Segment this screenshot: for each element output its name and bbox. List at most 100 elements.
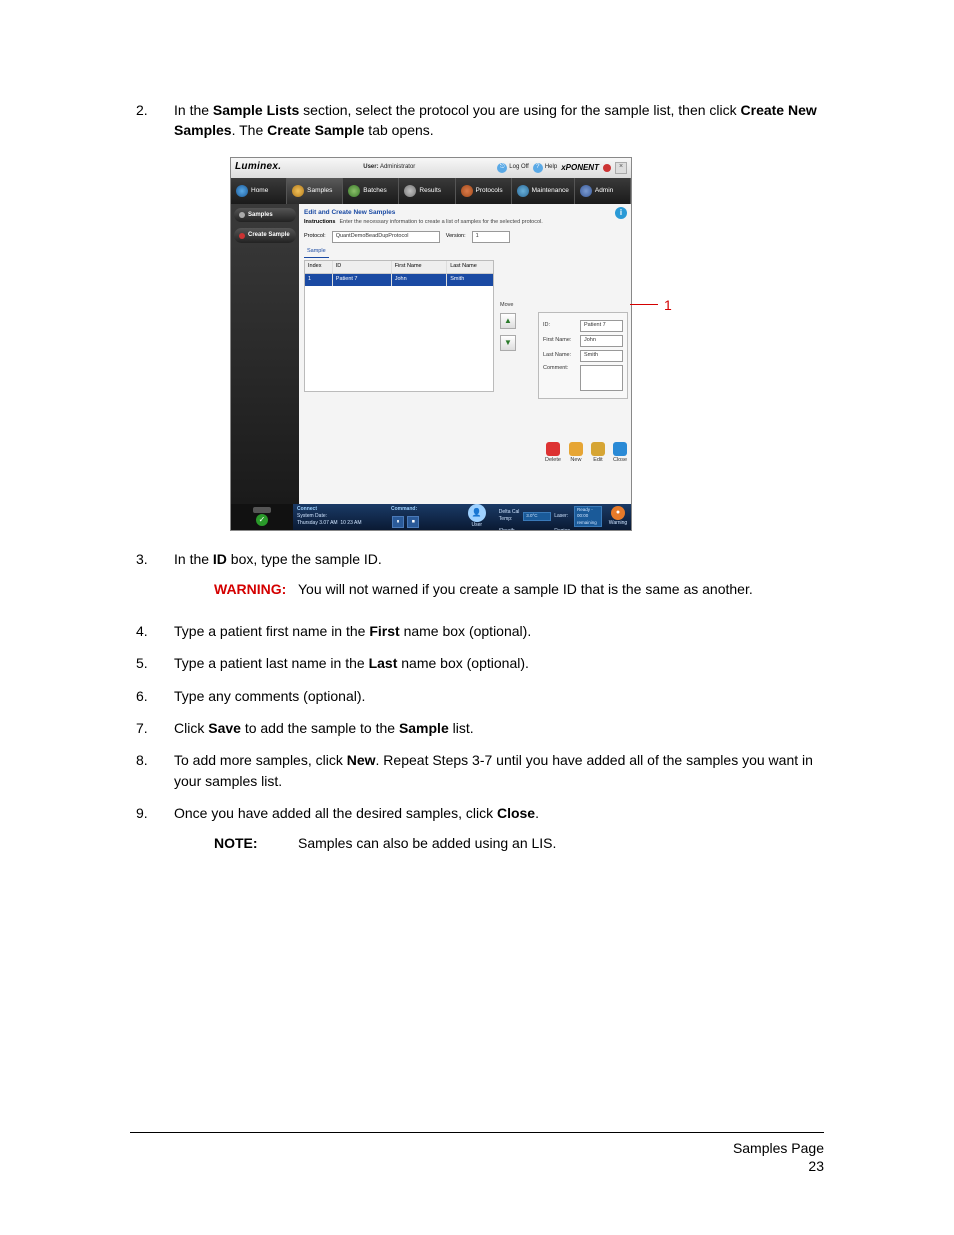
step-number: 4. xyxy=(130,621,174,641)
grid-row[interactable]: 1 Patient 7 John Smith xyxy=(305,274,493,286)
tab-protocols[interactable]: Protocols xyxy=(456,178,512,204)
brand-logo: Luminex. xyxy=(235,160,281,175)
warning-text: You will not warned if you create a samp… xyxy=(298,579,824,599)
footer-page: 23 xyxy=(130,1157,824,1175)
logoff-button[interactable]: ⎋Log Off xyxy=(497,163,529,173)
laser-label: Laser: xyxy=(554,513,571,520)
delete-icon xyxy=(546,442,560,456)
step-6: 6. Type any comments (optional). xyxy=(130,686,824,706)
version-label: Version: xyxy=(446,233,466,241)
first-input[interactable]: John xyxy=(580,335,623,347)
document-page: 2. In the Sample Lists section, select t… xyxy=(0,0,954,1235)
tab-home[interactable]: Home xyxy=(231,178,287,204)
status-connect: Connect System Date: Thursday 3.07 AM 10… xyxy=(293,504,387,530)
bold-text: ID xyxy=(213,551,227,567)
app-body: Samples Create Sample i Edit and Create … xyxy=(231,204,631,504)
last-label: Last Name: xyxy=(543,352,577,360)
protocol-input[interactable]: QuantDemoBeadDupProtocol xyxy=(332,231,440,243)
text: To add more samples, click xyxy=(174,752,347,768)
samples-icon xyxy=(292,185,304,197)
user-label: User xyxy=(468,522,486,529)
home-icon xyxy=(236,185,248,197)
sidebar-item-create-sample[interactable]: Create Sample xyxy=(234,228,296,243)
tab-admin[interactable]: Admin xyxy=(575,178,631,204)
bold-text: Sample Lists xyxy=(213,102,299,118)
cell-first: John xyxy=(392,274,447,286)
delta-cal-value: 3.0°C xyxy=(523,512,551,521)
close-button[interactable]: Close xyxy=(613,442,627,465)
step-number: 3. xyxy=(130,549,174,610)
delete-button[interactable]: Delete xyxy=(545,442,561,465)
time-value: 10 23 AM xyxy=(340,520,361,526)
text: section, select the protocol you are usi… xyxy=(299,102,740,118)
footer-text: Samples Page 23 xyxy=(130,1139,824,1175)
stop-button[interactable]: ⏹ xyxy=(407,516,419,528)
comment-label: Comment: xyxy=(543,365,577,373)
title-user: User: Administrator xyxy=(363,163,415,172)
help-button[interactable]: ?Help xyxy=(533,163,557,173)
step-4: 4. Type a patient first name in the Firs… xyxy=(130,621,824,641)
text: In the xyxy=(174,102,213,118)
delta-cal-label: Delta Cal Temp: xyxy=(499,509,520,524)
move-label: Move xyxy=(500,302,628,310)
instruction-list-cont: 3. In the ID box, type the sample ID. WA… xyxy=(130,549,824,864)
window-close-button[interactable]: × xyxy=(615,162,627,174)
step-body: In the ID box, type the sample ID. WARNI… xyxy=(174,549,824,610)
edit-button[interactable]: Edit xyxy=(591,442,605,465)
step-number: 6. xyxy=(130,686,174,706)
pause-button[interactable]: ⏸ xyxy=(392,516,404,528)
main-tabs: Home Samples Batches Results Protocols M… xyxy=(231,178,631,204)
instructions-label: Instructions xyxy=(304,219,335,227)
tab-results[interactable]: Results xyxy=(399,178,455,204)
comment-input[interactable] xyxy=(580,365,623,391)
cell-index: 1 xyxy=(305,274,333,286)
move-down-button[interactable]: ▼ xyxy=(500,335,516,351)
bold-text: First xyxy=(369,623,399,639)
tab-maintenance[interactable]: Maintenance xyxy=(512,178,575,204)
product-dot-icon xyxy=(603,164,611,172)
text: list. xyxy=(449,720,474,736)
callout-1: 1 xyxy=(630,295,672,315)
laser-value: Ready - 00:00 remaining xyxy=(574,506,602,528)
text: Click xyxy=(174,720,208,736)
connect-label: Connect xyxy=(297,506,383,513)
maintenance-icon xyxy=(517,185,529,197)
warning-icon: ● xyxy=(611,506,625,520)
step-7: 7. Click Save to add the sample to the S… xyxy=(130,718,824,738)
user-icon[interactable]: 👤 xyxy=(468,504,486,522)
status-user: 👤 User xyxy=(464,504,496,530)
move-up-button[interactable]: ▲ xyxy=(500,313,516,329)
product-logo: xPONENT xyxy=(561,162,599,174)
protocols-icon xyxy=(461,185,473,197)
new-button[interactable]: New xyxy=(569,442,583,465)
instructions-text: Enter the necessary information to creat… xyxy=(339,219,542,227)
status-warning[interactable]: ● Warning xyxy=(605,504,631,530)
id-input[interactable]: Patient 7 xyxy=(580,320,623,332)
move-panel: Move ▲ ▼ ID:Patient 7 First Name:John La… xyxy=(500,302,628,399)
user-value: Administrator xyxy=(380,164,415,170)
text: Type a patient first name in the xyxy=(174,623,369,639)
step-5: 5. Type a patient last name in the Last … xyxy=(130,653,824,673)
callout-line xyxy=(630,304,658,305)
dot-icon xyxy=(239,233,245,239)
col-id: ID xyxy=(333,261,392,273)
status-bar: ✓ Connect System Date: Thursday 3.07 AM … xyxy=(231,504,631,530)
text: . The xyxy=(232,122,268,138)
sample-tab[interactable]: Sample xyxy=(304,247,329,258)
version-input[interactable]: 1 xyxy=(472,231,510,243)
status-metrics: Delta Cal Temp:3.0°C Laser:Ready - 00:00… xyxy=(496,504,605,530)
tab-samples[interactable]: Samples xyxy=(287,178,343,204)
step-number: 7. xyxy=(130,718,174,738)
step-number: 9. xyxy=(130,803,174,864)
info-icon[interactable]: i xyxy=(615,207,627,219)
step-number: 2. xyxy=(130,100,174,141)
sample-grid: Index ID First Name Last Name 1 Patient … xyxy=(304,260,494,392)
bold-text: Create Sample xyxy=(267,122,364,138)
command-label: Command: xyxy=(391,506,460,513)
sidebar-item-samples[interactable]: Samples xyxy=(234,208,296,223)
tab-batches[interactable]: Batches xyxy=(343,178,399,204)
date-value: Thursday 3.07 AM xyxy=(297,520,338,526)
step-body: Type any comments (optional). xyxy=(174,686,824,706)
system-date-label: System Date: xyxy=(297,513,383,520)
last-input[interactable]: Smith xyxy=(580,350,623,362)
